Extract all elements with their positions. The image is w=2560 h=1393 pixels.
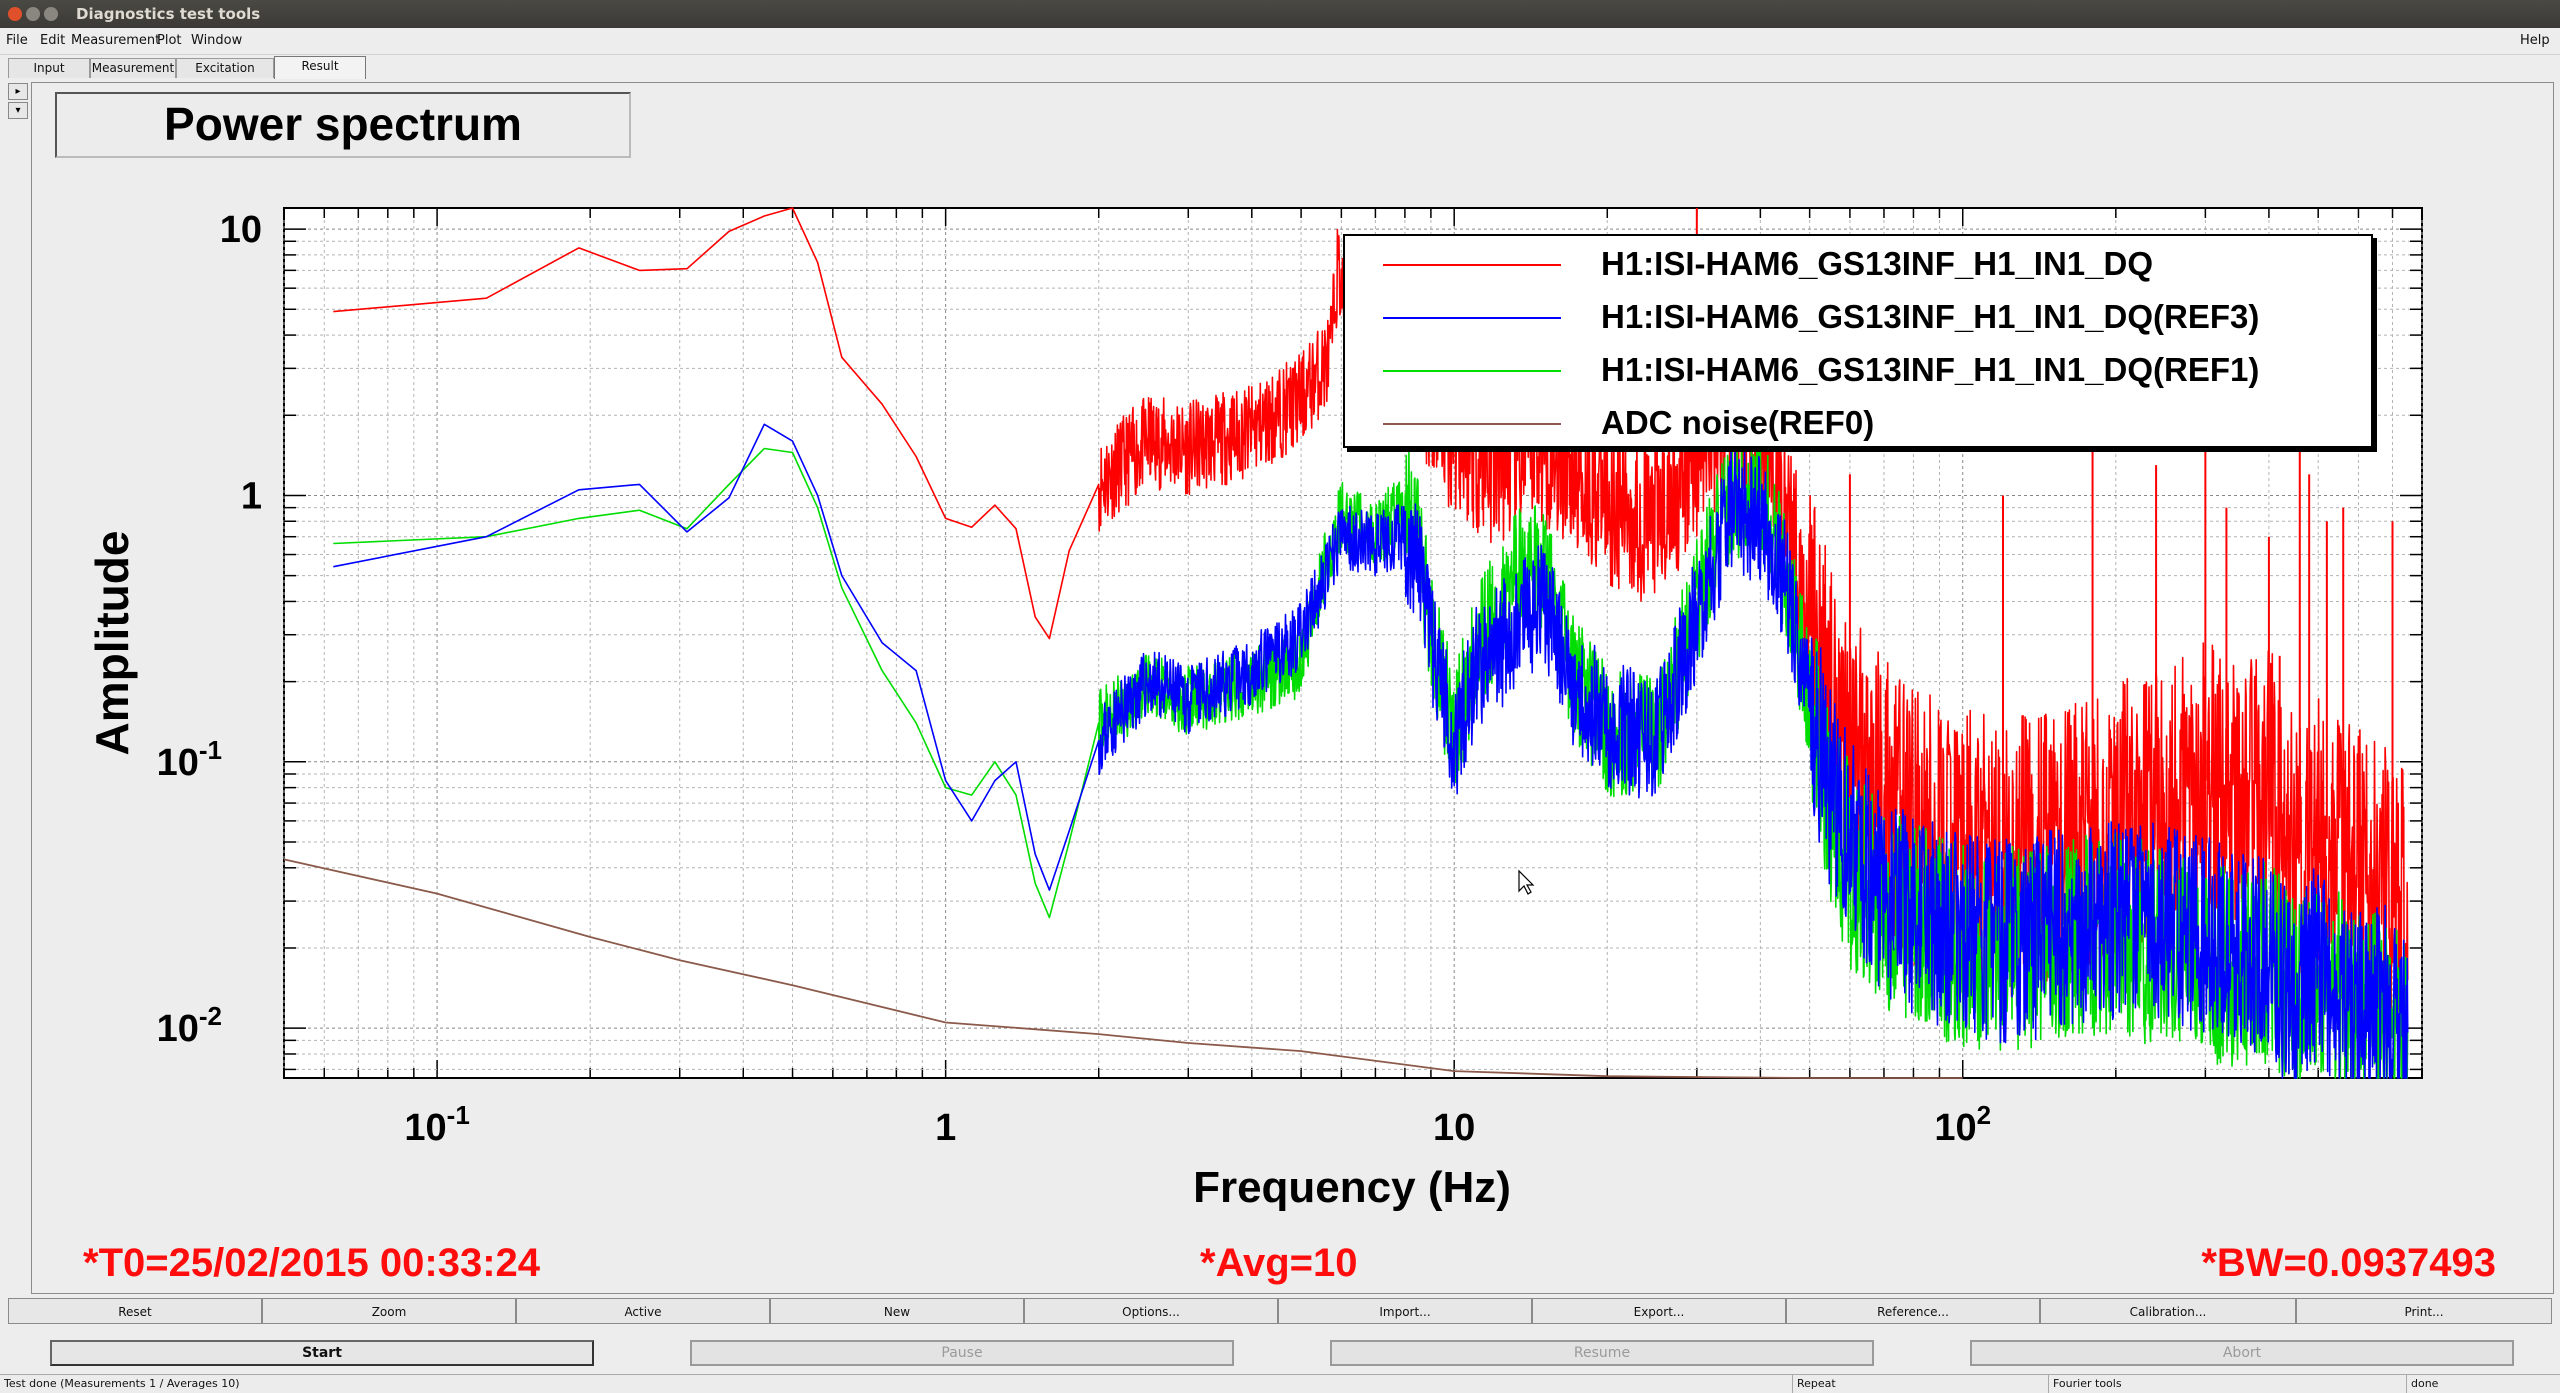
- import-button[interactable]: Import...: [1278, 1298, 1532, 1324]
- svg-text:10: 10: [220, 209, 262, 251]
- x-tick-label-0: 10-1: [404, 1100, 469, 1149]
- menu-plot[interactable]: Plot: [157, 33, 182, 48]
- window-title: Diagnostics test tools: [76, 5, 261, 23]
- measurement-control-bar: Start Pause Resume Abort: [0, 1340, 2560, 1372]
- status-state: done: [2411, 1377, 2439, 1390]
- menu-file[interactable]: File: [6, 33, 28, 48]
- bw-readout: *BW=0.0937493: [2201, 1241, 2496, 1285]
- export-button[interactable]: Export...: [1532, 1298, 1786, 1324]
- tab-result[interactable]: Result: [274, 56, 366, 79]
- tab-excitation[interactable]: Excitation: [176, 58, 274, 78]
- x-tick-label-1: 1: [935, 1107, 956, 1149]
- tab-bar: Input Measurement Excitation Result: [0, 55, 2560, 79]
- legend-item-3: H1:ISI-HAM6_GS13INF_H1_IN1_DQ(REF1): [1345, 345, 2371, 397]
- menu-edit[interactable]: Edit: [40, 33, 66, 48]
- status-mode: Repeat: [1797, 1377, 1836, 1390]
- y-tick-label-3: 10-2: [157, 1001, 222, 1050]
- menu-window[interactable]: Window: [191, 33, 243, 48]
- t0-readout: *T0=25/02/2015 00:33:24: [83, 1241, 541, 1285]
- series-line-4: [283, 858, 1963, 1079]
- legend-label-4: ADC noise(REF0): [1601, 404, 1875, 441]
- mouse-cursor-icon: [1518, 869, 1535, 895]
- x-axis-label: Frequency (Hz): [1193, 1163, 1511, 1212]
- status-tool: Fourier tools: [2053, 1377, 2122, 1390]
- scroll-right-icon[interactable]: ▸: [8, 83, 28, 100]
- close-window-button[interactable]: [8, 7, 22, 21]
- plot-toolbar: Reset Zoom Active New Options... Import.…: [8, 1298, 2552, 1326]
- new-button[interactable]: New: [770, 1298, 1024, 1324]
- print-button[interactable]: Print...: [2296, 1298, 2552, 1324]
- menu-bar: File Edit Measurement Plot Window Help: [0, 28, 2560, 55]
- legend-item-4: ADC noise(REF0): [1345, 398, 2371, 450]
- status-message: Test done (Measurements 1 / Averages 10): [4, 1377, 240, 1390]
- menu-help[interactable]: Help: [2520, 33, 2550, 48]
- svg-text:1: 1: [241, 475, 262, 517]
- tab-input[interactable]: Input: [8, 58, 90, 78]
- x-tick-label-2: 10: [1433, 1107, 1475, 1149]
- menu-measurement[interactable]: Measurement: [71, 33, 161, 48]
- maximize-window-button[interactable]: [44, 7, 58, 21]
- chart-legend[interactable]: H1:ISI-HAM6_GS13INF_H1_IN1_DQ H1:ISI-HAM…: [1343, 234, 2373, 448]
- legend-item-1: H1:ISI-HAM6_GS13INF_H1_IN1_DQ: [1345, 239, 2371, 291]
- reset-button[interactable]: Reset: [8, 1298, 262, 1324]
- legend-label-3: H1:ISI-HAM6_GS13INF_H1_IN1_DQ(REF1): [1601, 351, 2260, 388]
- x-axis-ticks: 10-1 1 10 102: [404, 1100, 1991, 1149]
- svg-text:102: 102: [1934, 1100, 1991, 1149]
- y-tick-label-0: 10: [220, 209, 262, 251]
- resume-button[interactable]: Resume: [1330, 1340, 1874, 1366]
- svg-text:1: 1: [935, 1107, 956, 1149]
- series-2: [333, 423, 2409, 1079]
- legend-label-1: H1:ISI-HAM6_GS13INF_H1_IN1_DQ: [1601, 245, 2154, 282]
- window-titlebar: Diagnostics test tools: [0, 0, 2560, 28]
- avg-readout: *Avg=10: [1200, 1241, 1358, 1285]
- options-button[interactable]: Options...: [1024, 1298, 1278, 1324]
- y-tick-label-2: 10-1: [157, 735, 222, 784]
- y-axis-ticks: 10 1 10-1 10-2: [157, 209, 262, 1050]
- pause-button[interactable]: Pause: [690, 1340, 1234, 1366]
- y-axis-label: Amplitude: [86, 531, 138, 756]
- tab-measurement[interactable]: Measurement: [90, 58, 176, 78]
- active-button[interactable]: Active: [516, 1298, 770, 1324]
- x-tick-label-3: 102: [1934, 1100, 1991, 1149]
- svg-text:10-1: 10-1: [404, 1100, 469, 1149]
- legend-label-2: H1:ISI-HAM6_GS13INF_H1_IN1_DQ(REF3): [1601, 298, 2260, 335]
- series-4: [283, 858, 1963, 1079]
- legend-item-2: H1:ISI-HAM6_GS13INF_H1_IN1_DQ(REF3): [1345, 292, 2371, 344]
- plot-title-box: Power spectrum: [55, 92, 631, 158]
- svg-text:10-1: 10-1: [157, 735, 222, 784]
- reference-button[interactable]: Reference...: [1786, 1298, 2040, 1324]
- abort-button[interactable]: Abort: [1970, 1340, 2514, 1366]
- y-tick-label-1: 1: [241, 475, 262, 517]
- status-bar: Test done (Measurements 1 / Averages 10)…: [0, 1374, 2560, 1393]
- minimize-window-button[interactable]: [26, 7, 40, 21]
- series-line-2: [333, 423, 2409, 1079]
- scroll-left-icon[interactable]: ▾: [8, 102, 28, 119]
- zoom-button[interactable]: Zoom: [262, 1298, 516, 1324]
- svg-text:10-2: 10-2: [157, 1001, 222, 1050]
- power-spectrum-chart[interactable]: 10-1 1 10 102 10 1 10-1 10-2 Frequency (Hz) Am…: [0, 0, 2560, 1300]
- start-button[interactable]: Start: [50, 1340, 594, 1366]
- tab-scroll-arrows: ▸ ▾: [8, 83, 28, 119]
- plot-title: Power spectrum: [164, 98, 522, 150]
- svg-text:10: 10: [1433, 1107, 1475, 1149]
- calibration-button[interactable]: Calibration...: [2040, 1298, 2296, 1324]
